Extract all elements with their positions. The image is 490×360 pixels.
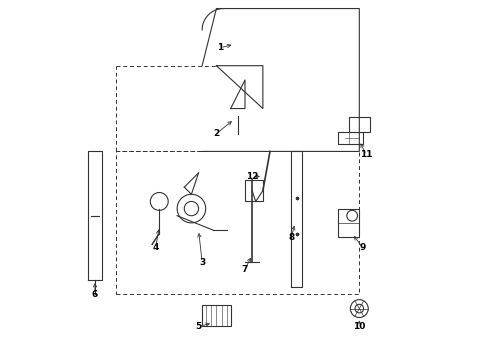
- Text: 5: 5: [196, 322, 202, 331]
- Text: 6: 6: [92, 290, 98, 299]
- Text: 2: 2: [213, 129, 220, 138]
- FancyBboxPatch shape: [338, 208, 359, 237]
- Text: 11: 11: [360, 150, 373, 159]
- Text: 9: 9: [360, 243, 366, 252]
- FancyBboxPatch shape: [338, 132, 363, 144]
- Text: 1: 1: [217, 43, 223, 52]
- FancyBboxPatch shape: [348, 117, 370, 132]
- Text: 7: 7: [242, 265, 248, 274]
- FancyBboxPatch shape: [202, 305, 231, 327]
- Text: 12: 12: [246, 172, 258, 181]
- Text: 3: 3: [199, 258, 205, 267]
- Text: 10: 10: [353, 322, 366, 331]
- Text: 8: 8: [288, 233, 294, 242]
- FancyBboxPatch shape: [245, 180, 263, 202]
- Text: 4: 4: [152, 243, 159, 252]
